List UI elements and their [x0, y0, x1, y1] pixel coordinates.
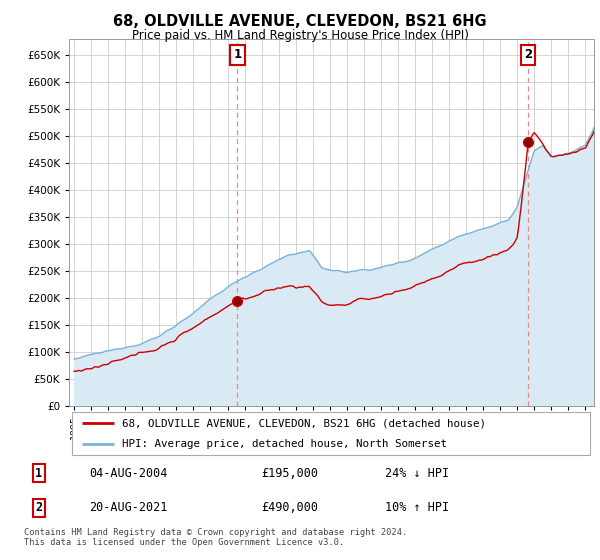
Text: 68, OLDVILLE AVENUE, CLEVEDON, BS21 6HG: 68, OLDVILLE AVENUE, CLEVEDON, BS21 6HG — [113, 14, 487, 29]
Text: £490,000: £490,000 — [261, 501, 318, 515]
Text: 20-AUG-2021: 20-AUG-2021 — [89, 501, 167, 515]
FancyBboxPatch shape — [71, 412, 590, 455]
Text: 2: 2 — [524, 48, 532, 62]
Text: 1: 1 — [35, 466, 43, 480]
Text: Price paid vs. HM Land Registry's House Price Index (HPI): Price paid vs. HM Land Registry's House … — [131, 29, 469, 42]
Text: HPI: Average price, detached house, North Somerset: HPI: Average price, detached house, Nort… — [121, 440, 446, 450]
Text: 04-AUG-2004: 04-AUG-2004 — [89, 466, 167, 480]
Text: 24% ↓ HPI: 24% ↓ HPI — [385, 466, 449, 480]
Text: 68, OLDVILLE AVENUE, CLEVEDON, BS21 6HG (detached house): 68, OLDVILLE AVENUE, CLEVEDON, BS21 6HG … — [121, 418, 485, 428]
Text: 2: 2 — [35, 501, 43, 515]
Text: £195,000: £195,000 — [261, 466, 318, 480]
Text: 1: 1 — [233, 48, 241, 62]
Text: Contains HM Land Registry data © Crown copyright and database right 2024.
This d: Contains HM Land Registry data © Crown c… — [24, 528, 407, 547]
Text: 10% ↑ HPI: 10% ↑ HPI — [385, 501, 449, 515]
